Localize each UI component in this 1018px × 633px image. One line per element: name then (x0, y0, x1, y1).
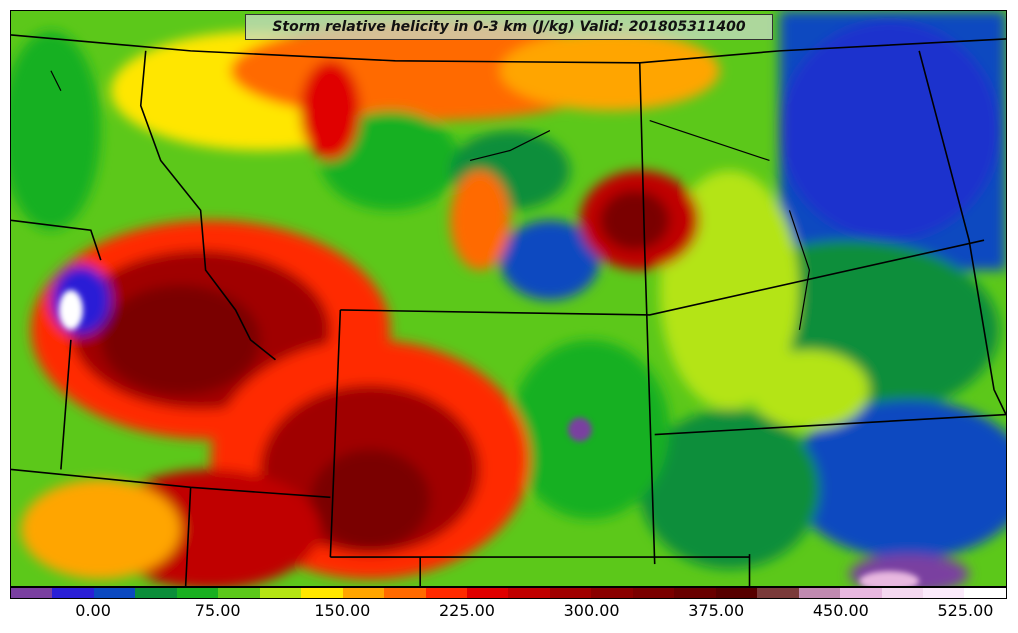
colorbar-tick-label: 450.00 (812, 601, 869, 620)
colorbar-segment (798, 588, 841, 598)
colorbar-tick-label: 75.00 (194, 601, 241, 620)
colorbar (10, 587, 1007, 599)
colorbar-segment (757, 588, 799, 598)
colorbar-tick-label: 375.00 (688, 601, 745, 620)
colorbar-segment (591, 588, 633, 598)
colorbar-segment (93, 588, 136, 598)
colorbar-segment (881, 588, 923, 598)
colorbar-segment (840, 588, 882, 598)
colorbar-segment (715, 588, 758, 598)
colorbar-tick-labels: 0.00 75.00 150.00 225.00 300.00 375.00 450.00 5… (10, 601, 1007, 625)
colorbar-segment (425, 588, 467, 598)
colorbar-segment (508, 588, 550, 598)
colorbar-segment (632, 588, 675, 598)
colorbar-segment (466, 588, 509, 598)
colorbar-segment (342, 588, 385, 598)
colorbar-segment (176, 588, 219, 598)
colorbar-segment (964, 588, 1006, 598)
colorbar-tick-label: 525.00 (937, 601, 994, 620)
state-boundaries (11, 34, 1006, 586)
colorbar-segment (135, 588, 177, 598)
colorbar-segment (674, 588, 716, 598)
colorbar-tick-label: 150.00 (314, 601, 371, 620)
colorbar-segment (52, 588, 94, 598)
colorbar-segment (259, 588, 302, 598)
colorbar-segment (922, 588, 965, 598)
colorbar-segment (218, 588, 260, 598)
colorbar-segment (11, 588, 53, 598)
colorbar-tick-label: 300.00 (563, 601, 620, 620)
map-panel (10, 10, 1007, 587)
colorbar-tick-label: 225.00 (438, 601, 495, 620)
colorbar-tick-label: 0.00 (75, 601, 111, 620)
colorbar-segment (301, 588, 343, 598)
colorbar-segment (549, 588, 592, 598)
colorbar-segment (384, 588, 426, 598)
map-title: Storm relative helicity in 0-3 km (J/kg)… (245, 14, 773, 40)
water-features (50, 70, 811, 330)
helicity-field-map (11, 11, 1006, 586)
